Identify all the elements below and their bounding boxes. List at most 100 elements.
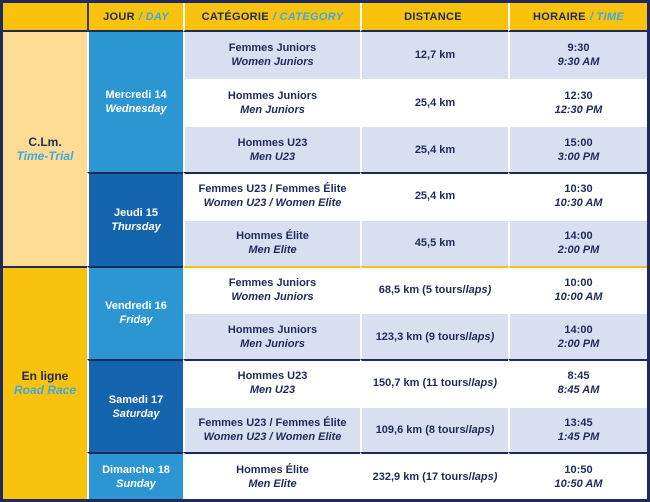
distance-value: 25,4 km bbox=[414, 143, 456, 156]
distance-value: 25,4 km bbox=[414, 97, 456, 110]
day-cell-thursday: Jeudi 15 Thursday bbox=[87, 172, 183, 266]
day-fr: Dimanche 18 bbox=[102, 463, 170, 476]
category-cell: Femmes U23 / Femmes Élite Women U23 / Wo… bbox=[183, 405, 360, 453]
header-distance: DISTANCE bbox=[360, 3, 508, 32]
category-fr: Hommes Élite bbox=[236, 463, 309, 476]
time-ampm: 9:30 AM bbox=[557, 56, 600, 69]
time-cell: 14:00 2:00 PM bbox=[508, 218, 647, 266]
distance-value: 68,5 km (5 tours/laps) bbox=[378, 283, 492, 296]
distance-cell: 25,4 km bbox=[360, 78, 508, 126]
schedule-table: JOUR / DAY CATÉGORIE / CATEGORY DISTANCE… bbox=[3, 3, 647, 499]
category-en: Women Juniors bbox=[231, 56, 314, 69]
time-ampm: 10:50 AM bbox=[554, 477, 603, 490]
category-cell: Hommes Élite Men Elite bbox=[183, 218, 360, 266]
category-cell: Femmes U23 / Femmes Élite Women U23 / Wo… bbox=[183, 172, 360, 219]
day-en: Thursday bbox=[111, 220, 161, 233]
day-en: Wednesday bbox=[105, 103, 167, 116]
day-cell-friday: Vendredi 16 Friday bbox=[87, 265, 183, 359]
time-cell: 13:45 1:45 PM bbox=[508, 405, 647, 453]
group-road-race-en: Road Race bbox=[13, 383, 77, 398]
time-24h: 14:00 bbox=[564, 323, 593, 336]
category-cell: Hommes Juniors Men Juniors bbox=[183, 78, 360, 126]
time-24h: 9:30 bbox=[567, 42, 590, 55]
time-cell: 10:30 10:30 AM bbox=[508, 172, 647, 219]
header-categorie: CATÉGORIE / CATEGORY bbox=[183, 3, 360, 32]
time-24h: 13:45 bbox=[564, 416, 593, 429]
category-cell: Hommes U23 Men U23 bbox=[183, 125, 360, 173]
time-ampm: 2:00 PM bbox=[557, 337, 600, 350]
category-fr: Femmes U23 / Femmes Élite bbox=[198, 183, 347, 196]
category-fr: Femmes U23 / Femmes Élite bbox=[198, 416, 347, 429]
time-cell: 14:00 2:00 PM bbox=[508, 312, 647, 359]
time-cell: 8:45 8:45 AM bbox=[508, 358, 647, 406]
time-ampm: 3:00 PM bbox=[557, 150, 600, 163]
time-24h: 14:00 bbox=[564, 230, 593, 243]
time-cell: 15:00 3:00 PM bbox=[508, 125, 647, 173]
distance-cell: 25,4 km bbox=[360, 125, 508, 173]
category-en: Men Elite bbox=[248, 244, 297, 257]
distance-cell: 12,7 km bbox=[360, 32, 508, 79]
distance-value: 232,9 km (17 tours/laps) bbox=[372, 470, 498, 483]
category-en: Men U23 bbox=[249, 150, 296, 163]
time-cell: 10:00 10:00 AM bbox=[508, 265, 647, 313]
time-24h: 10:50 bbox=[564, 463, 593, 476]
distance-value: 150,7 km (11 tours/laps) bbox=[372, 377, 498, 390]
time-24h: 12:30 bbox=[564, 90, 593, 103]
day-cell-wednesday: Mercredi 14 Wednesday bbox=[87, 32, 183, 173]
time-cell: 10:50 10:50 AM bbox=[508, 452, 647, 499]
header-horaire-en: / TIME bbox=[589, 10, 625, 23]
category-fr: Hommes U23 bbox=[237, 136, 308, 149]
category-en: Men Elite bbox=[248, 477, 297, 490]
group-time-trial-fr: C.Lm. bbox=[28, 134, 62, 149]
category-fr: Hommes Juniors bbox=[227, 90, 318, 103]
category-cell: Hommes Élite Men Elite bbox=[183, 452, 360, 499]
distance-cell: 150,7 km (11 tours/laps) bbox=[360, 358, 508, 406]
distance-cell: 109,6 km (8 tours/laps) bbox=[360, 405, 508, 453]
category-en: Men Juniors bbox=[240, 337, 305, 350]
time-24h: 10:00 bbox=[564, 276, 593, 289]
distance-value: 25,4 km bbox=[414, 190, 456, 203]
time-ampm: 1:45 PM bbox=[557, 430, 600, 443]
time-ampm: 2:00 PM bbox=[557, 244, 600, 257]
category-cell: Hommes Juniors Men Juniors bbox=[183, 312, 360, 359]
header-jour-fr: JOUR bbox=[103, 10, 135, 23]
category-fr: Hommes Juniors bbox=[227, 323, 318, 336]
time-24h: 10:30 bbox=[564, 183, 593, 196]
distance-value: 123,3 km (9 tours/laps) bbox=[375, 330, 495, 343]
header-jour: JOUR / DAY bbox=[87, 3, 183, 32]
header-horaire: HORAIRE / TIME bbox=[508, 3, 647, 32]
group-road-race-fr: En ligne bbox=[21, 369, 69, 384]
category-cell: Femmes Juniors Women Juniors bbox=[183, 265, 360, 313]
distance-cell: 25,4 km bbox=[360, 172, 508, 219]
time-ampm: 12:30 PM bbox=[554, 104, 603, 117]
distance-cell: 45,5 km bbox=[360, 218, 508, 266]
category-cell: Hommes U23 Men U23 bbox=[183, 358, 360, 406]
day-en: Sunday bbox=[116, 477, 156, 490]
header-categorie-fr: CATÉGORIE bbox=[201, 10, 269, 23]
day-en: Friday bbox=[119, 314, 153, 327]
category-en: Women U23 / Women Elite bbox=[203, 197, 342, 210]
distance-cell: 68,5 km (5 tours/laps) bbox=[360, 265, 508, 313]
group-time-trial-en: Time-Trial bbox=[16, 148, 74, 163]
time-cell: 9:30 9:30 AM bbox=[508, 32, 647, 79]
distance-value: 109,6 km (8 tours/laps) bbox=[375, 423, 495, 436]
header-horaire-fr: HORAIRE bbox=[532, 10, 586, 23]
day-fr: Jeudi 15 bbox=[113, 206, 159, 219]
time-24h: 15:00 bbox=[564, 136, 593, 149]
time-ampm: 10:30 AM bbox=[554, 197, 603, 210]
distance-cell: 123,3 km (9 tours/laps) bbox=[360, 312, 508, 359]
day-fr: Mercredi 14 bbox=[105, 89, 167, 102]
time-ampm: 10:00 AM bbox=[554, 290, 603, 303]
category-cell: Femmes Juniors Women Juniors bbox=[183, 32, 360, 79]
day-cell-sunday: Dimanche 18 Sunday bbox=[87, 452, 183, 499]
category-en: Women Juniors bbox=[231, 290, 314, 303]
header-jour-en: / DAY bbox=[138, 10, 169, 23]
time-cell: 12:30 12:30 PM bbox=[508, 78, 647, 126]
category-fr: Femmes Juniors bbox=[228, 276, 317, 289]
day-fr: Vendredi 16 bbox=[105, 300, 167, 313]
header-categorie-en: / CATEGORY bbox=[272, 10, 344, 23]
distance-cell: 232,9 km (17 tours/laps) bbox=[360, 452, 508, 499]
category-fr: Hommes Élite bbox=[236, 230, 309, 243]
distance-value: 12,7 km bbox=[414, 49, 456, 62]
